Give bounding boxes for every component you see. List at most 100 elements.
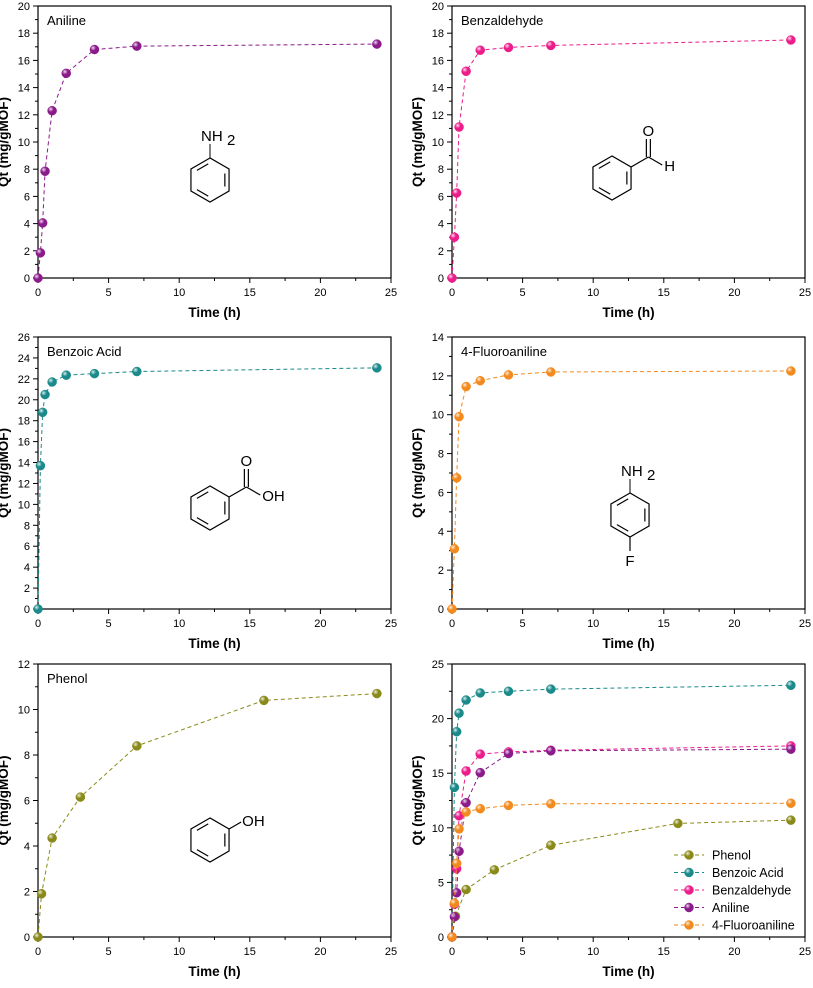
- data-point: [454, 411, 464, 422]
- y-tick-label: 14: [432, 332, 444, 344]
- hydroxyl-label: OH: [262, 488, 285, 505]
- x-tick-label: 10: [173, 946, 185, 958]
- data-point: [61, 68, 71, 79]
- y-tick-label: 0: [24, 604, 30, 616]
- series-line: [451, 39, 791, 279]
- fluorine-label: F: [625, 553, 634, 570]
- y-tick-label: 4: [24, 562, 30, 574]
- y-tick-label: 10: [432, 410, 444, 422]
- x-tick-label: 15: [244, 946, 256, 958]
- data-point: [489, 865, 500, 875]
- data-point: [132, 366, 142, 377]
- y-tick-label: 14: [18, 458, 30, 470]
- x-tick-label: 25: [385, 946, 397, 958]
- data-point: [786, 35, 796, 45]
- nh2-label: NH: [621, 463, 643, 480]
- y-tick-label: 2: [24, 583, 30, 595]
- data-point: [503, 370, 514, 380]
- data-point: [475, 688, 485, 698]
- bond: [228, 821, 242, 830]
- data-point: [33, 932, 43, 942]
- y-tick-label: 10: [18, 705, 30, 717]
- x-axis-title: Time (h): [602, 305, 654, 320]
- y-tick-label: 4: [24, 219, 30, 231]
- legend-marker: [684, 850, 694, 860]
- series-4-fluoroaniline: [447, 798, 796, 942]
- double-bond: [196, 517, 209, 525]
- x-tick-label: 15: [658, 946, 670, 958]
- x-tick-label: 0: [35, 287, 41, 299]
- x-tick-label: 5: [520, 946, 526, 958]
- y-tick-label: 18: [18, 28, 30, 40]
- y-tick-label: 8: [24, 750, 30, 762]
- data-point: [454, 122, 464, 132]
- x-tick-label: 0: [449, 618, 455, 630]
- y-tick-label: 0: [438, 932, 444, 944]
- x-tick-label: 0: [449, 946, 455, 958]
- y-tick-label: 6: [24, 191, 30, 203]
- y-tick-label: 6: [438, 191, 444, 203]
- y-tick-label: 6: [438, 487, 444, 499]
- y-tick-label: 0: [438, 273, 444, 285]
- x-tick-label: 20: [728, 618, 740, 630]
- data-point: [461, 381, 471, 392]
- series-aniline: [33, 39, 382, 283]
- y-tick-label: 4: [438, 219, 444, 231]
- data-point: [36, 889, 47, 899]
- data-point: [47, 105, 57, 116]
- data-point: [132, 741, 142, 751]
- data-point: [475, 803, 485, 814]
- y-tick-label: 2: [438, 246, 444, 258]
- y-tick-label: 26: [18, 332, 30, 344]
- data-point: [449, 232, 460, 242]
- y-tick-label: 22: [18, 374, 30, 386]
- y-tick-label: 14: [432, 83, 444, 95]
- series-line: [37, 693, 377, 938]
- x-tick-label: 20: [314, 946, 326, 958]
- x-tick-label: 5: [106, 946, 112, 958]
- x-axis-title: Time (h): [188, 964, 240, 979]
- data-point: [461, 797, 471, 808]
- data-point: [33, 273, 43, 283]
- x-axis-title: Time (h): [602, 636, 654, 651]
- y-tick-label: 6: [24, 541, 30, 553]
- data-point: [546, 684, 556, 694]
- data-point: [461, 766, 471, 776]
- series-line: [37, 367, 377, 610]
- data-point: [449, 782, 460, 793]
- x-tick-label: 10: [173, 287, 185, 299]
- data-point: [546, 746, 556, 756]
- y-axis-title: Qt (mg/gMOF): [410, 428, 425, 518]
- data-point: [447, 932, 457, 942]
- y-tick-label: 2: [24, 246, 30, 258]
- y-tick-label: 10: [18, 499, 30, 511]
- double-bond: [196, 823, 209, 831]
- data-point: [475, 749, 485, 759]
- molecule-structure: O OH: [190, 453, 285, 531]
- double-bond: [616, 524, 629, 532]
- data-point: [461, 884, 471, 895]
- x-tick-label: 25: [799, 287, 811, 299]
- y-tick-label: 24: [18, 353, 30, 365]
- y-tick-label: 20: [432, 714, 444, 726]
- y-tick-label: 18: [18, 416, 30, 428]
- data-point: [40, 389, 50, 400]
- x-tick-label: 15: [244, 618, 256, 630]
- y-tick-label: 12: [432, 371, 444, 383]
- panel-title: 4-Fluoroaniline: [461, 344, 547, 359]
- x-tick-label: 5: [520, 618, 526, 630]
- panel-title: Benzaldehyde: [461, 13, 543, 28]
- y-axis-title: Qt (mg/gMOF): [0, 428, 11, 518]
- x-tick-label: 5: [520, 287, 526, 299]
- benzene-ring: [190, 817, 230, 863]
- double-bond: [598, 187, 611, 195]
- molecule-structure: OH: [190, 813, 265, 863]
- data-point: [461, 66, 471, 77]
- data-point: [475, 375, 485, 386]
- y-tick-label: 12: [18, 110, 30, 122]
- y-tick-label: 10: [18, 137, 30, 149]
- data-point: [37, 218, 48, 228]
- x-tick-label: 5: [106, 618, 112, 630]
